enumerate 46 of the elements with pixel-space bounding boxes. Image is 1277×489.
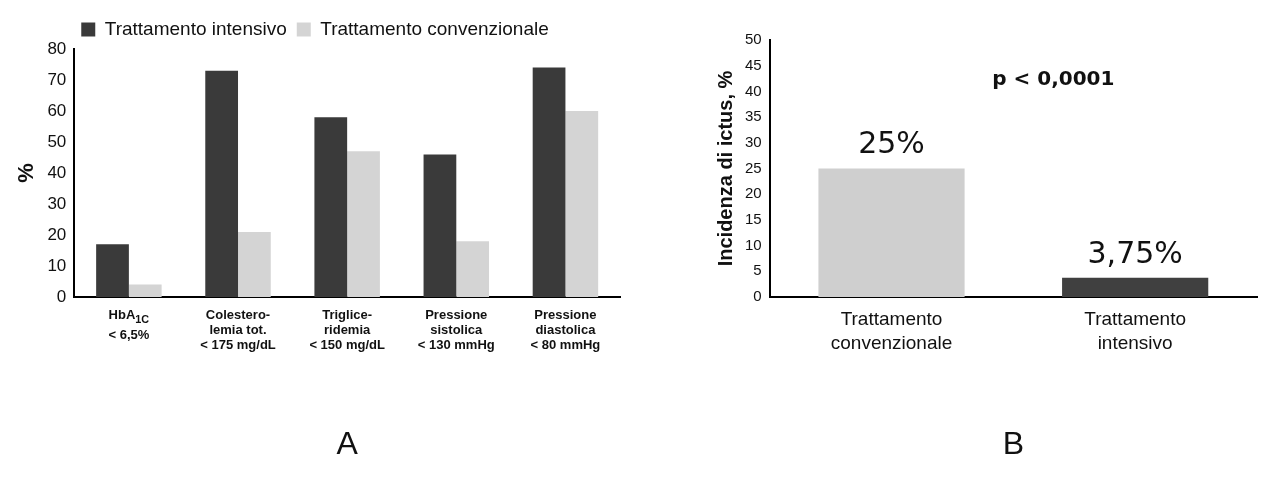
y-tick-label: 35: [745, 107, 762, 125]
bar: [456, 241, 490, 297]
y-tick-label: 60: [47, 100, 67, 120]
y-tick-label: 45: [745, 55, 762, 73]
y-tick-label: 80: [47, 38, 67, 58]
x-tick-label: Colestero- lemia tot. < 175 mg/dL: [200, 307, 276, 352]
legend-label: Trattamento intensivo: [104, 17, 287, 39]
data-label: 3,75%: [1087, 234, 1183, 270]
y-tick-label: 5: [753, 261, 762, 279]
bar: [565, 111, 599, 297]
text: A: [336, 425, 358, 462]
y-tick-label: 0: [56, 286, 67, 306]
y-tick-label: 10: [47, 255, 67, 275]
y-axis-title: %: [13, 163, 39, 183]
y-tick-label: 25: [745, 158, 762, 176]
y-axis-title: Incidenza di ictus, %: [713, 70, 736, 267]
legend-label: Trattamento convenzionale: [320, 17, 549, 39]
y-tick-label: 0: [753, 287, 762, 305]
data-label: 25%: [858, 125, 925, 161]
y-tick-label: 50: [745, 30, 762, 48]
bar: [238, 231, 271, 297]
bar: [423, 154, 457, 297]
y-tick-label: 30: [47, 193, 67, 213]
x-tick-label: Pressione sistolica < 130 mmHg: [417, 307, 495, 352]
bar: [314, 117, 348, 297]
bar: [532, 67, 566, 297]
x-tick-label: Trattamento convenzionale: [830, 307, 953, 355]
y-tick-label: 40: [745, 81, 762, 99]
bar: [96, 244, 129, 297]
bar: [347, 151, 380, 297]
bar: [128, 284, 162, 297]
y-tick-label: 40: [47, 162, 67, 182]
y-tick-label: 30: [745, 132, 762, 150]
x-tick-label: Trattamento intensivo: [1084, 307, 1187, 355]
y-tick-label: 70: [47, 69, 67, 89]
x-tick-label: HbA$_{1C}$ < 6,5%: [108, 307, 150, 342]
y-tick-label: 50: [47, 131, 67, 151]
y-tick-label: 10: [745, 235, 762, 253]
x-tick-label: Pressione diastolica < 80 mmHg: [530, 307, 601, 352]
bar: [205, 70, 239, 297]
y-tick-label: 20: [47, 224, 67, 244]
text: B: [1002, 425, 1024, 462]
x-tick-label: Triglice- ridemia < 150 mg/dL: [309, 307, 385, 352]
annotation: p < 0,0001: [992, 66, 1115, 91]
y-tick-label: 15: [745, 210, 762, 228]
y-tick-label: 20: [745, 184, 762, 202]
